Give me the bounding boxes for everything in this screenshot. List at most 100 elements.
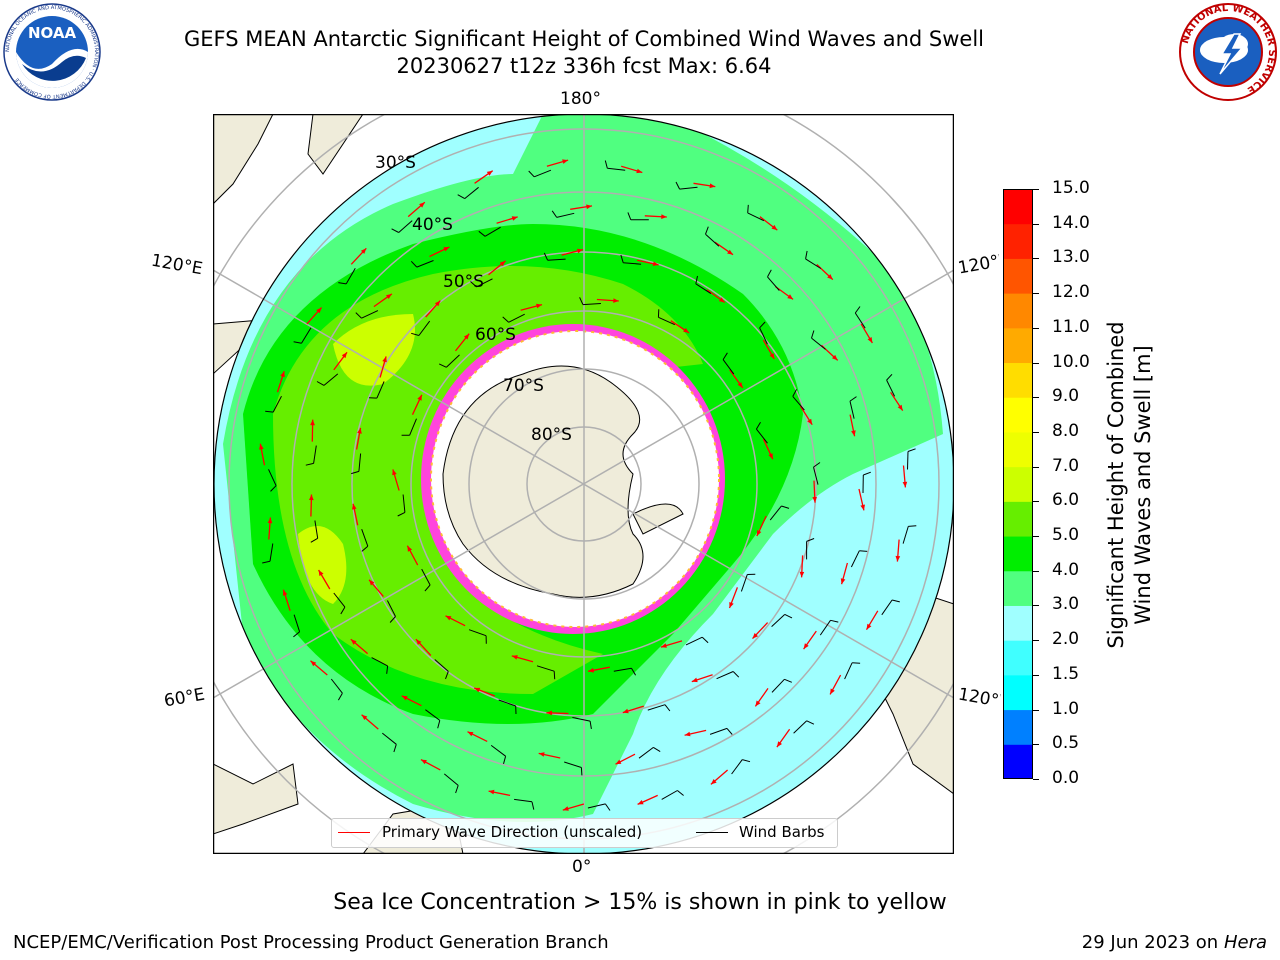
colorbar-bin bbox=[1003, 674, 1033, 711]
wave-arrow-head bbox=[727, 249, 733, 255]
wind-barb-flag bbox=[502, 316, 509, 323]
colorbar-bin bbox=[1003, 501, 1033, 537]
wave-arrow-head bbox=[352, 503, 357, 510]
wave-arrow-head bbox=[562, 159, 569, 164]
wind-barb bbox=[813, 466, 819, 485]
wind-barb bbox=[854, 312, 866, 329]
wind-barb-flag bbox=[767, 269, 772, 278]
wind-barb bbox=[819, 620, 831, 636]
wind-barb-flag bbox=[677, 790, 684, 796]
lat-label-70s: 70°S bbox=[503, 376, 544, 396]
wind-barb-flag bbox=[389, 616, 396, 623]
wave-arrow-head bbox=[586, 204, 592, 210]
wave-arrow-head bbox=[588, 668, 594, 673]
wind-barb-flag bbox=[784, 613, 793, 619]
wind-barb-flag bbox=[361, 545, 369, 552]
wind-barb bbox=[534, 169, 552, 178]
colorbar-tick-label: 9.0 bbox=[1052, 386, 1080, 407]
colorbar-title: Significant Height of Combined Wind Wave… bbox=[1104, 321, 1155, 649]
colorbar-tick-mark bbox=[1033, 293, 1039, 295]
map-border bbox=[213, 114, 954, 854]
wind-barb bbox=[446, 354, 460, 368]
wind-barb-flag bbox=[424, 584, 431, 592]
colorbar-tick-mark bbox=[1033, 466, 1039, 468]
lon-label-120w: 120°W bbox=[956, 251, 1002, 279]
wind-barb bbox=[613, 667, 632, 672]
wave-arrow-head bbox=[866, 623, 872, 630]
wave-arrow-head bbox=[341, 352, 347, 359]
wave-arrow-head bbox=[807, 418, 813, 425]
wind-barb-flag bbox=[891, 599, 900, 603]
wave-arrow-head bbox=[310, 660, 317, 667]
colorbar-tick-label: 15.0 bbox=[1052, 178, 1090, 198]
colorbar-tick-label: 2.0 bbox=[1052, 629, 1080, 650]
wind-barb-flag bbox=[701, 636, 709, 644]
wave-arrow-head bbox=[282, 589, 288, 596]
wind-barb bbox=[722, 359, 735, 375]
lat-label-60s: 60°S bbox=[475, 325, 516, 345]
colorbar-tick-mark bbox=[1033, 744, 1039, 746]
colorbar-tick-label: 14.0 bbox=[1052, 212, 1090, 233]
wind-barb-flag bbox=[438, 363, 447, 368]
polar-map: 30°S 40°S 50°S 60°S 70°S 80°S bbox=[213, 114, 954, 854]
wind-barb bbox=[547, 258, 566, 261]
colorbar-tick-label: 5.0 bbox=[1052, 525, 1080, 546]
wave-arrow-head bbox=[684, 731, 691, 737]
colorbar-bin bbox=[1003, 744, 1033, 779]
wind-barb-flag bbox=[265, 410, 274, 413]
wave-arrow-head bbox=[691, 677, 698, 683]
wave-direction-arrows bbox=[259, 159, 908, 811]
colorbar-tick-label: 7.0 bbox=[1052, 455, 1080, 476]
wind-barb-flag bbox=[310, 537, 318, 543]
wind-barb bbox=[811, 337, 826, 350]
wind-barb-flag bbox=[411, 332, 420, 336]
wind-barb bbox=[705, 233, 720, 247]
wind-barb bbox=[508, 313, 525, 323]
wind-barb bbox=[398, 220, 413, 233]
wind-barb bbox=[476, 278, 493, 288]
wind-barb-flag bbox=[262, 560, 271, 564]
wave-arrow-head bbox=[787, 294, 794, 300]
wave-arrow-head bbox=[577, 248, 583, 254]
wind-barb-flag bbox=[705, 226, 709, 235]
colorbar-tick-mark bbox=[1033, 570, 1039, 572]
wind-barb-flag bbox=[620, 254, 624, 263]
wind-barb bbox=[769, 505, 782, 521]
wind-barb-flag bbox=[759, 321, 766, 329]
wave-arrow-head bbox=[562, 806, 569, 811]
wave-arrow-head bbox=[709, 183, 716, 189]
wind-barb-flag bbox=[270, 485, 277, 492]
wind-barb-flag bbox=[722, 352, 728, 360]
wind-barb-flag bbox=[445, 671, 449, 680]
wind-barb-flag bbox=[437, 720, 441, 729]
wave-arrow-head bbox=[660, 643, 667, 648]
map-legend: Primary Wave Direction (unscaled) Wind B… bbox=[331, 818, 838, 848]
wind-barb-flag bbox=[675, 181, 681, 190]
wind-barb-flag bbox=[316, 381, 325, 386]
wind-barb bbox=[361, 529, 369, 547]
wave-arrow-head bbox=[832, 354, 838, 361]
colorbar-tick-mark bbox=[1033, 709, 1039, 711]
wave-arrow-head bbox=[538, 752, 545, 757]
wind-barb-flag bbox=[908, 525, 917, 527]
wind-barb-flag bbox=[503, 756, 507, 765]
wind-barb-flag bbox=[631, 668, 637, 676]
lon-label-120e: 120°E bbox=[149, 250, 205, 280]
colorbar-tick-mark bbox=[1033, 189, 1039, 190]
colorbar-tick-mark bbox=[1033, 327, 1039, 329]
wave-arrow-head bbox=[419, 202, 425, 208]
colorbar-tick-label: 8.0 bbox=[1052, 420, 1080, 441]
wave-arrow-head bbox=[316, 307, 322, 314]
wind-barb-flag bbox=[627, 212, 632, 220]
wind-barb-flag bbox=[726, 728, 733, 735]
wind-barb-flag bbox=[907, 448, 916, 452]
wave-arrow-head bbox=[267, 517, 273, 524]
colorbar-bin bbox=[1003, 362, 1033, 398]
wind-barb-flag bbox=[732, 671, 740, 678]
wave-arrow-head bbox=[756, 530, 762, 536]
colorbar-tick-mark bbox=[1033, 397, 1039, 399]
wave-arrow-head bbox=[776, 741, 782, 748]
wave-arrow-head bbox=[830, 688, 835, 695]
wind-barb bbox=[685, 636, 703, 646]
wind-barb bbox=[345, 268, 356, 285]
